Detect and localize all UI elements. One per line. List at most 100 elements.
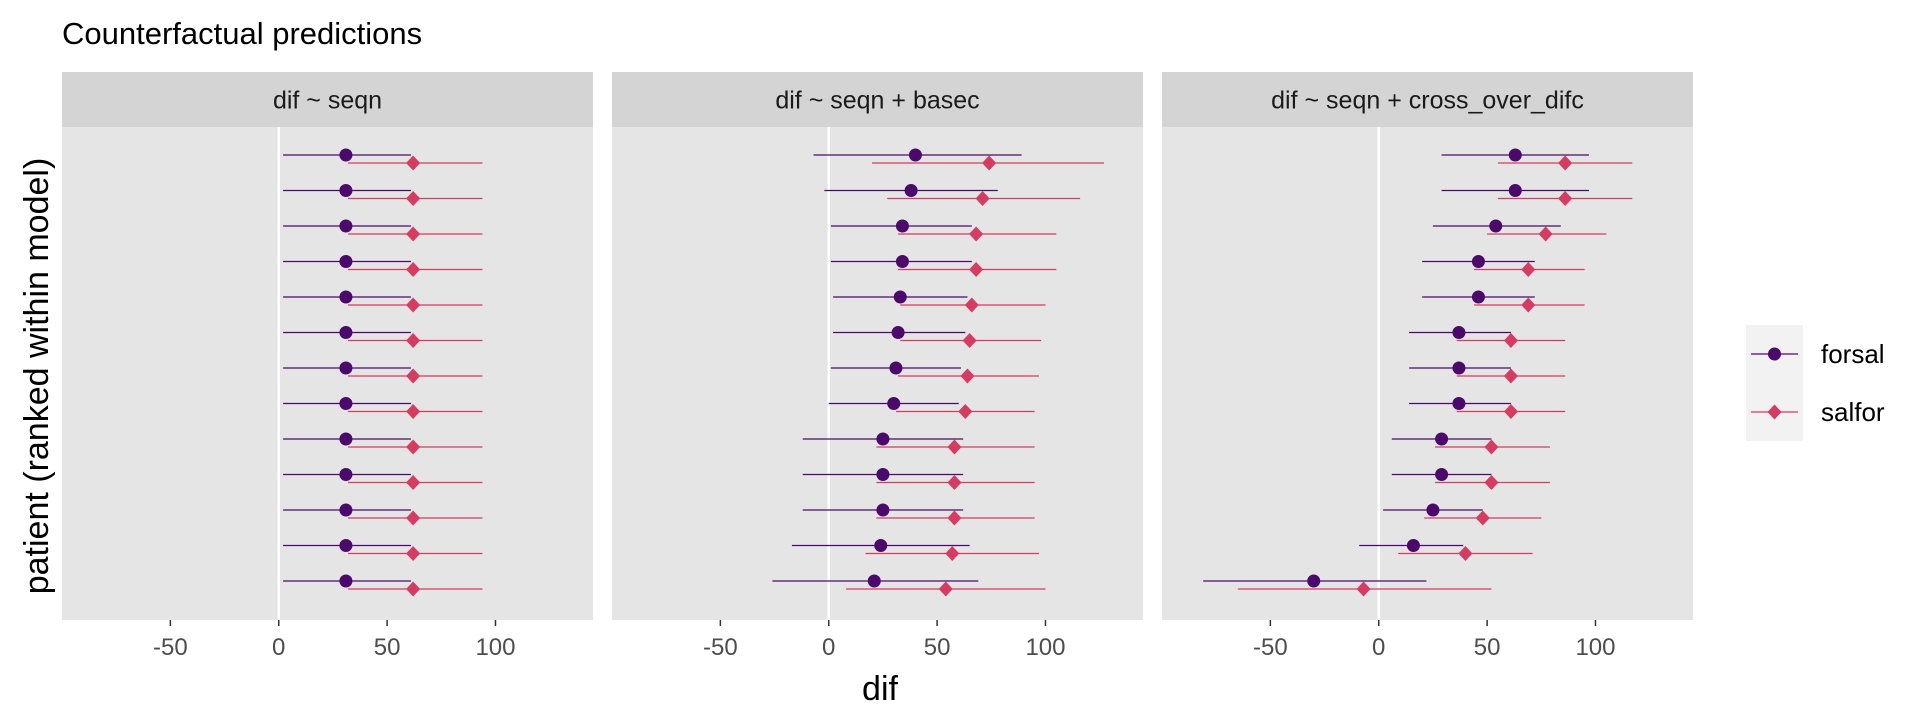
- salfor-point: [406, 510, 421, 526]
- x-tick-label: 50: [374, 634, 401, 661]
- patient-row: [828, 397, 1035, 419]
- forsal-point: [1435, 432, 1449, 446]
- patient-row: [1409, 361, 1566, 384]
- salfor-point: [958, 404, 973, 419]
- patient-row: [283, 503, 483, 526]
- salfor-point: [964, 297, 979, 313]
- salfor-point: [1475, 510, 1490, 526]
- forsal-point: [1435, 468, 1449, 481]
- legend-diamond-marker: [1767, 404, 1782, 420]
- patient-row: [1441, 184, 1633, 206]
- panel-background: [1162, 127, 1693, 620]
- salfor-point: [406, 368, 421, 384]
- patient-row: [283, 326, 483, 348]
- salfor-point: [406, 546, 421, 561]
- x-tick-label: -50: [1253, 634, 1288, 661]
- forsal-point: [874, 539, 888, 552]
- x-tick-label: 100: [475, 634, 515, 661]
- forsal-point: [893, 290, 907, 304]
- x-tick-label: -50: [703, 634, 738, 661]
- legend-label: salfor: [1821, 397, 1885, 427]
- salfor-point: [406, 581, 421, 597]
- forsal-point: [876, 432, 890, 446]
- forsal-point: [339, 574, 353, 588]
- facet-strip-label: dif ~ seqn + basec: [775, 87, 979, 115]
- facet-strip: [1162, 72, 1693, 127]
- salfor-point: [1503, 404, 1518, 419]
- salfor-point: [975, 191, 990, 206]
- x-tick-label: 50: [1474, 634, 1501, 661]
- patient-row: [830, 361, 1039, 384]
- patient-row: [802, 468, 1035, 490]
- patient-row: [813, 148, 1104, 171]
- forsal-point: [339, 432, 353, 446]
- patient-row: [283, 468, 483, 490]
- salfor-point: [406, 297, 421, 313]
- patient-row: [1391, 432, 1550, 455]
- forsal-point: [1508, 148, 1522, 162]
- salfor-point: [406, 475, 421, 490]
- legend: forsal salfor: [1746, 325, 1885, 441]
- panel-1: dif ~ seqn -50 0 50 100: [62, 72, 593, 661]
- salfor-point: [969, 262, 984, 277]
- panels: dif ~ seqn -50 0 50 100 dif ~ seqn + basec -50…: [62, 72, 1693, 661]
- patient-row: [802, 432, 1035, 455]
- forsal-point: [876, 468, 890, 481]
- patient-row: [283, 148, 483, 171]
- patient-row: [1409, 397, 1566, 419]
- salfor-point: [962, 333, 977, 348]
- patient-row: [283, 219, 483, 242]
- patient-row: [772, 574, 1046, 597]
- salfor-point: [947, 439, 962, 455]
- panel-background: [62, 127, 593, 620]
- x-axis-label: dif: [862, 670, 898, 708]
- forsal-point: [1426, 503, 1440, 517]
- salfor-point: [406, 262, 421, 277]
- y-axis-label: patient (ranked within model): [18, 158, 56, 595]
- salfor-point: [1458, 546, 1473, 561]
- forsal-point: [904, 184, 918, 197]
- forsal-point: [339, 539, 353, 552]
- forsal-point: [339, 290, 353, 304]
- salfor-point: [406, 191, 421, 206]
- forsal-point: [1471, 290, 1485, 304]
- x-tick-label: 0: [822, 634, 835, 661]
- forsal-point: [876, 503, 890, 517]
- forsal-point: [1406, 539, 1420, 552]
- patient-row: [824, 184, 1081, 206]
- forsal-point: [1489, 219, 1503, 233]
- patient-row: [283, 574, 483, 597]
- patient-row: [1203, 574, 1492, 597]
- forsal-point: [887, 397, 901, 410]
- forsal-point: [339, 468, 353, 481]
- patient-row: [791, 539, 1039, 561]
- panel-2: dif ~ seqn + basec -50 0 50 100: [612, 72, 1143, 661]
- salfor-point: [1521, 297, 1536, 313]
- salfor-point: [406, 439, 421, 455]
- patient-row: [1422, 290, 1585, 313]
- x-tick-label: 100: [1575, 634, 1615, 661]
- forsal-point: [889, 361, 903, 375]
- forsal-point: [908, 148, 922, 162]
- salfor-point: [406, 333, 421, 348]
- salfor-point: [1356, 581, 1371, 597]
- legend-label: forsal: [1821, 339, 1885, 369]
- salfor-point: [406, 155, 421, 171]
- forsal-point: [339, 219, 353, 233]
- patient-row: [283, 397, 483, 419]
- patient-row: [1432, 219, 1607, 242]
- salfor-point: [969, 226, 984, 242]
- facet-strip: [612, 72, 1143, 127]
- panel-background: [612, 127, 1143, 620]
- salfor-point: [938, 581, 953, 597]
- forsal-point: [867, 574, 881, 588]
- x-tick-label: -50: [153, 634, 188, 661]
- forsal-point: [1508, 184, 1522, 197]
- patient-row: [283, 184, 483, 206]
- chart-title: Counterfactual predictions: [62, 16, 422, 51]
- forsal-point: [339, 503, 353, 517]
- salfor-point: [960, 368, 975, 384]
- panel-3: dif ~ seqn + cross_over_difc -50 0 50 100: [1162, 72, 1693, 661]
- patient-row: [283, 361, 483, 384]
- forsal-point: [339, 361, 353, 375]
